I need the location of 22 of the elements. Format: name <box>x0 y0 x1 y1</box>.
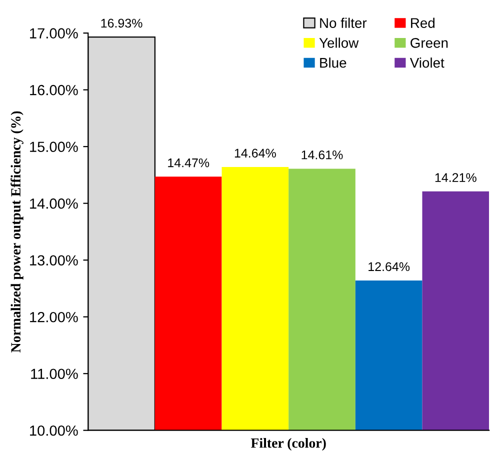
y-tick-label: 13.00% <box>30 255 78 266</box>
data-label: 16.93% <box>101 18 142 28</box>
legend-label: Yellow <box>319 38 359 48</box>
x-axis-title: Filter (color) <box>250 438 326 451</box>
data-label: 14.64% <box>234 148 276 158</box>
legend-label: No filter <box>320 18 367 28</box>
y-tick-label: 16.00% <box>30 84 78 96</box>
y-tick-label: 12.00% <box>30 312 78 322</box>
data-label: 14.47% <box>168 158 210 168</box>
y-tick-label: 10.00% <box>30 425 78 436</box>
y-tick-label: 11.00% <box>31 368 78 380</box>
data-label: 12.64% <box>368 262 410 272</box>
y-tick-label: 14.00% <box>30 198 78 209</box>
data-label: 14.21% <box>435 173 476 182</box>
y-tick-label: 17.00% <box>30 28 78 38</box>
data-label: 14.61% <box>302 150 343 160</box>
y-axis-title: Normalized power output Efficiency (%) <box>10 111 24 352</box>
legend-label: Blue <box>320 58 346 68</box>
legend-label: Red <box>411 18 434 28</box>
y-tick-label: 15.00% <box>30 142 78 152</box>
legend-label: Green <box>410 38 448 48</box>
legend-label: Violet <box>410 58 444 68</box>
